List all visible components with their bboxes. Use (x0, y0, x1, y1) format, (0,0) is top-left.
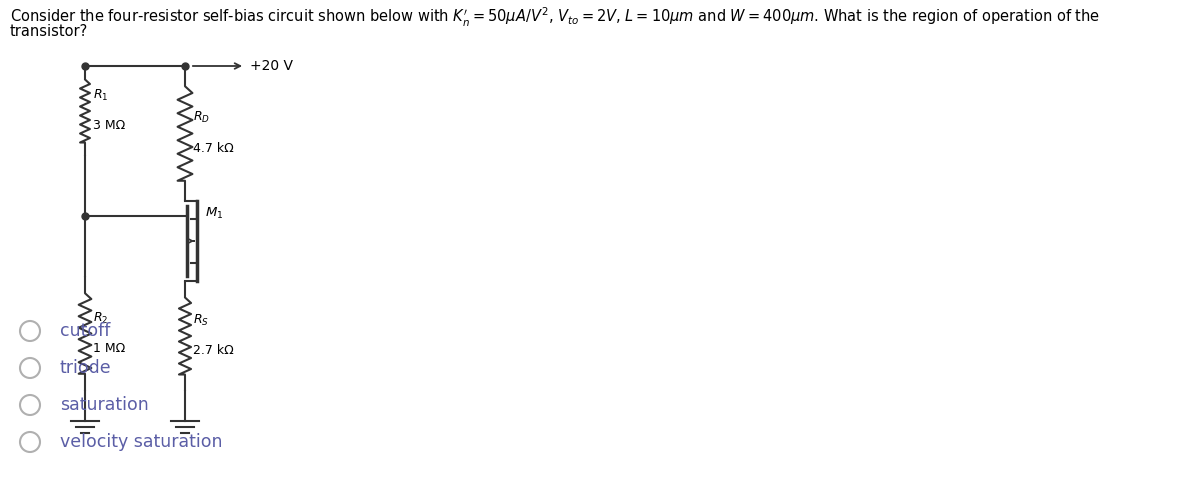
Text: $R_D$: $R_D$ (193, 111, 210, 125)
Text: saturation: saturation (60, 396, 149, 414)
Text: 1 MΩ: 1 MΩ (94, 342, 125, 355)
Text: +20 V: +20 V (250, 59, 293, 73)
Text: triode: triode (60, 359, 112, 377)
Text: 2.7 kΩ: 2.7 kΩ (193, 344, 234, 357)
Text: transistor?: transistor? (10, 24, 89, 39)
Text: $R_2$: $R_2$ (94, 310, 108, 325)
Text: $R_S$: $R_S$ (193, 313, 209, 328)
Text: $M_1$: $M_1$ (205, 206, 223, 221)
Text: cutoff: cutoff (60, 322, 110, 340)
Text: velocity saturation: velocity saturation (60, 433, 222, 451)
Text: 3 MΩ: 3 MΩ (94, 119, 125, 132)
Text: $R_1$: $R_1$ (94, 88, 108, 103)
Text: Consider the four-resistor self-bias circuit shown below with $K_n^{\prime} = 50: Consider the four-resistor self-bias cir… (10, 6, 1100, 29)
Text: 4.7 kΩ: 4.7 kΩ (193, 141, 234, 154)
